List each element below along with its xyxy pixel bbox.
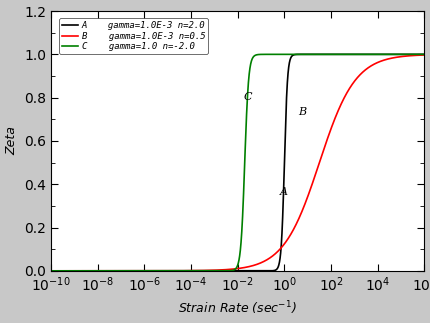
Y-axis label: Zeta: Zeta: [6, 127, 18, 155]
X-axis label: Strain Rate (sec$^{-1}$): Strain Rate (sec$^{-1}$): [178, 300, 297, 318]
Text: B: B: [298, 107, 307, 117]
Legend: A    gamma=1.0E-3 n=2.0, B    gamma=1.0E-3 n=0.5, C    gamma=1.0 n=-2.0: A gamma=1.0E-3 n=2.0, B gamma=1.0E-3 n=0…: [59, 18, 208, 54]
Text: C: C: [244, 92, 252, 102]
Text: A: A: [280, 187, 288, 197]
